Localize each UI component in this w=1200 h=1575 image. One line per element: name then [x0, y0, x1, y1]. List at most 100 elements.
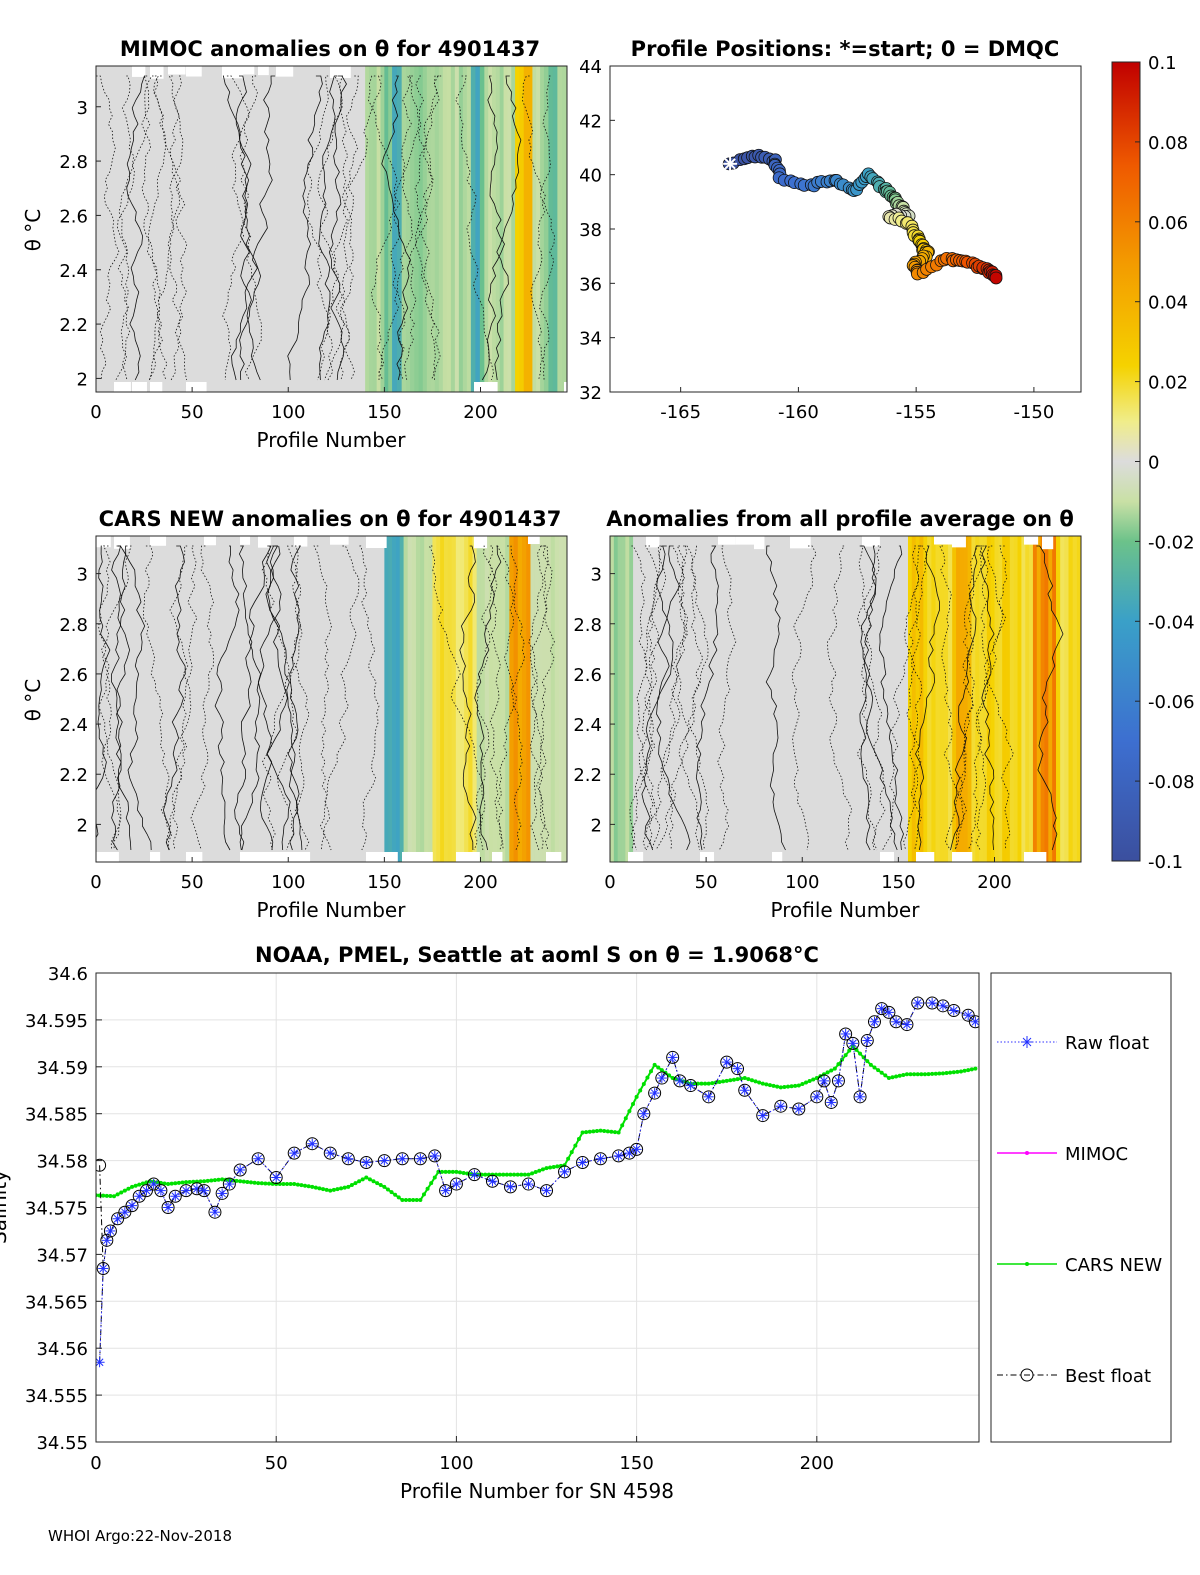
missing-data-gap — [718, 536, 736, 545]
best-float-marker — [817, 1074, 831, 1088]
cars-new-point — [234, 1178, 239, 1183]
x-tick-label: -165 — [660, 402, 701, 423]
heatmap-cell — [104, 66, 109, 392]
cars-new-point — [919, 1072, 924, 1077]
cars-new-point — [512, 1172, 517, 1177]
contour-line — [630, 545, 661, 851]
cars-new-point — [450, 1169, 455, 1174]
colorbar-ticks: 0.1 0.08 0.06 0.04 0.02 0 -0.02 -0.04 -0.06 -0.08… — [1135, 53, 1195, 873]
heatmap-cell — [112, 536, 117, 862]
cars-new-point — [594, 1128, 599, 1133]
heatmap-cell — [1056, 536, 1061, 862]
cars-new-point — [378, 1182, 383, 1187]
cars-new-point — [724, 1078, 729, 1083]
heatmap-cell — [124, 66, 129, 392]
heatmap-cell — [812, 536, 817, 862]
cars-new-point — [703, 1081, 708, 1086]
y-tick-label: 2.4 — [573, 715, 602, 736]
heatmap-cell — [430, 66, 436, 392]
heatmap-cell — [824, 536, 829, 862]
heatmap-cell — [558, 536, 564, 862]
cars-new-point — [501, 1172, 506, 1177]
allprof-axes-box — [609, 535, 1082, 863]
heatmap-cell — [772, 536, 778, 862]
heatmap-cell — [492, 66, 497, 392]
missing-data-gap — [294, 852, 311, 862]
heatmap-cell — [562, 66, 567, 392]
contour-line — [882, 545, 921, 851]
x-tick-label: 200 — [800, 1453, 834, 1474]
contour-line — [975, 545, 1003, 851]
heatmap-cell — [220, 66, 226, 392]
x-tick-label: -155 — [896, 402, 937, 423]
heatmap-cell — [328, 66, 334, 392]
missing-data-gap — [790, 536, 811, 549]
contour-line — [863, 545, 886, 851]
heatmap-cell — [344, 536, 349, 862]
raw-float-marker-stroke — [596, 1154, 605, 1163]
best-float-marker — [377, 1154, 391, 1168]
heatmap-cell — [455, 536, 461, 862]
best-float-marker — [208, 1205, 222, 1219]
heatmap-cell — [1029, 536, 1034, 862]
legend-item: MIMOC — [997, 1144, 1128, 1165]
heatmap-cell — [511, 66, 516, 392]
contour-line — [381, 75, 412, 381]
colorbar-tick-label: -0.08 — [1148, 772, 1195, 793]
missing-data-gap — [700, 852, 715, 862]
colorbar-tick-label: 0.06 — [1148, 213, 1188, 234]
cars-new-point — [515, 1172, 520, 1177]
cars-new-point — [328, 1188, 333, 1193]
heatmap-cell — [260, 66, 266, 392]
y-tick-label: 2.6 — [573, 665, 602, 686]
heatmap-cell — [172, 536, 177, 862]
heatmap-cell — [462, 66, 468, 392]
heatmap-cell — [484, 536, 490, 862]
x-tick-label: 200 — [977, 872, 1011, 893]
contour-line — [100, 545, 132, 851]
contour-line — [190, 545, 215, 851]
contour-line — [239, 545, 278, 851]
cars-new-point — [432, 1175, 437, 1180]
colorbar-tick-label: 0.1 — [1148, 53, 1177, 74]
heatmap-cell — [272, 66, 278, 392]
raw-float-marker-stroke — [863, 1036, 872, 1045]
y-tick-label: 42 — [579, 111, 602, 132]
cars-new-point — [483, 1172, 488, 1177]
heatmap-cell — [629, 536, 634, 862]
legend-label: CARS NEW — [1065, 1255, 1162, 1276]
cars-new-point — [951, 1070, 956, 1075]
missing-data-gap — [736, 536, 757, 545]
contour-line — [98, 545, 122, 851]
missing-data-gap — [240, 852, 261, 862]
heatmap-cell — [499, 66, 505, 392]
x-tick-label: 150 — [619, 1453, 653, 1474]
heatmap-cell — [856, 536, 861, 862]
raw-float-marker-stroke — [733, 1064, 742, 1073]
y-tick-label: 34.555 — [25, 1386, 88, 1407]
heatmap-cell — [860, 536, 865, 862]
legend-mimoc-marker — [1025, 1151, 1029, 1155]
heatmap-cell — [324, 536, 329, 862]
contour-line — [475, 545, 494, 851]
heatmap-cell — [204, 66, 210, 392]
cars-new-point — [411, 1197, 416, 1202]
cars-new-point — [645, 1075, 650, 1080]
cars-new-point — [537, 1168, 542, 1173]
best-float-marker — [846, 1036, 860, 1050]
heatmap-cell — [927, 536, 932, 862]
footer-text: WHOI Argo:22-Nov-2018 — [48, 1527, 232, 1545]
heatmap-cell — [530, 536, 536, 862]
x-tick-label: -150 — [1013, 402, 1054, 423]
cars-ticks: 0 50 100 150 200 2 2.2 2.4 2.6 2.8 3 — [59, 565, 497, 893]
cars-new-point — [295, 1182, 300, 1187]
cars-new-point — [274, 1182, 279, 1187]
raw-float-marker-stroke — [326, 1149, 335, 1157]
best-float-marker — [467, 1168, 481, 1182]
heatmap-cell — [308, 536, 313, 862]
raw-float-marker-stroke — [625, 1149, 634, 1157]
contour-line — [118, 75, 154, 381]
heatmap-cell — [454, 66, 460, 392]
heatmap-cell — [800, 536, 805, 862]
cars-new-point — [202, 1179, 207, 1184]
